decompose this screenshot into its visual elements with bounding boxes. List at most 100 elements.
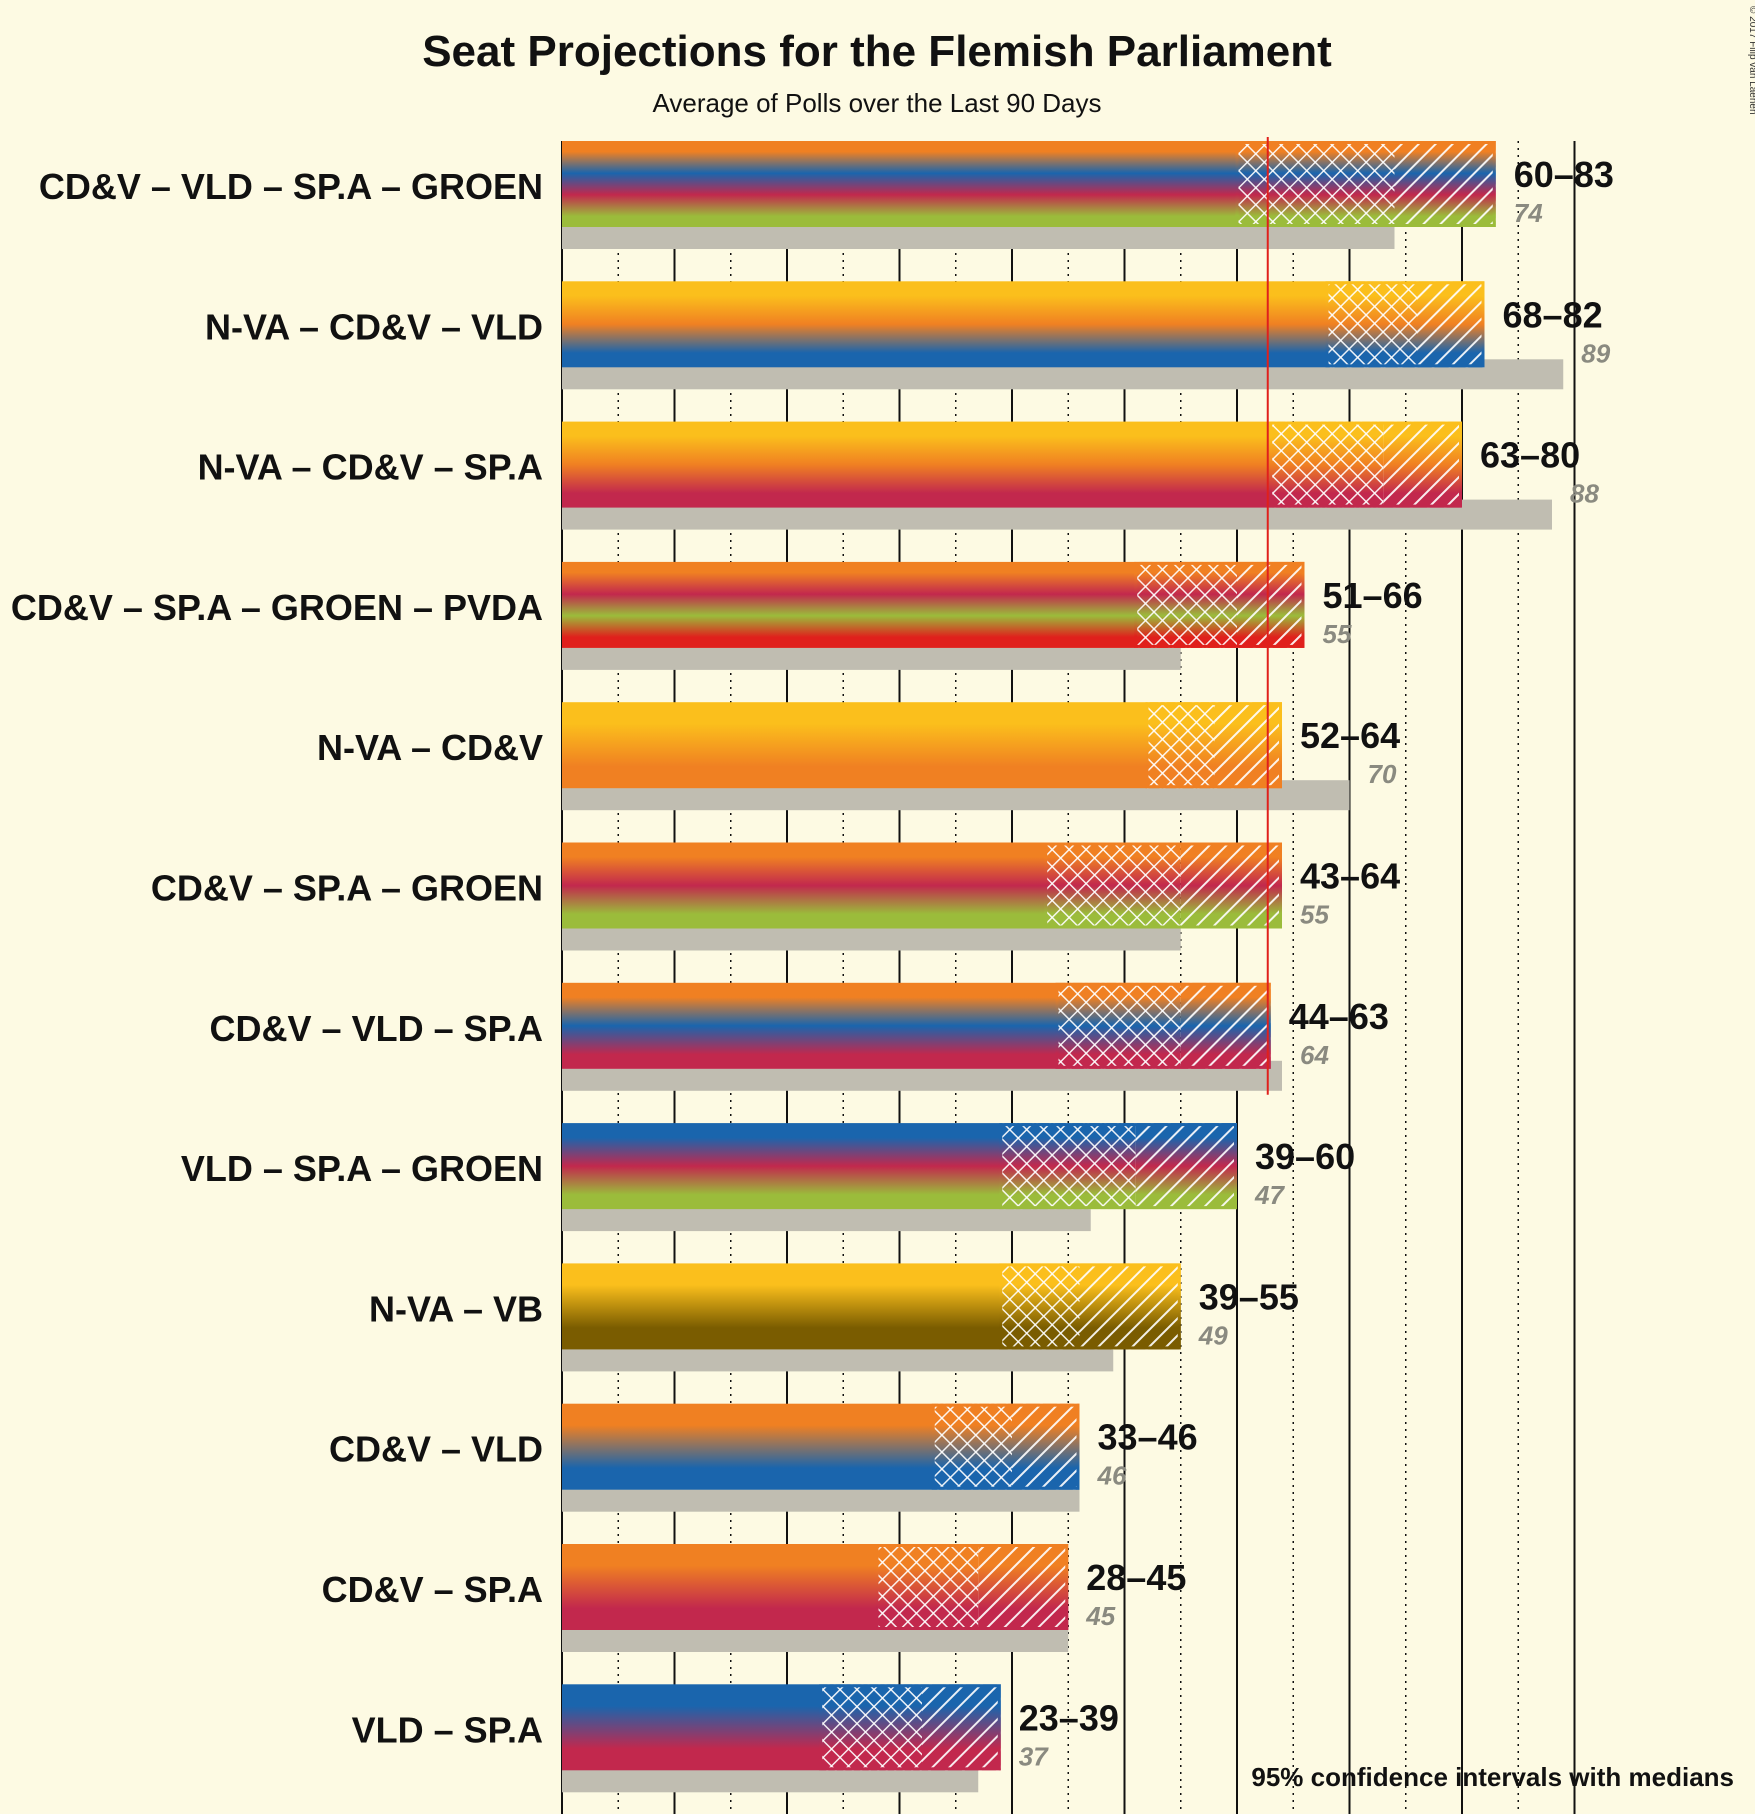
coalition-label: N-VA – CD&V – SP.A <box>198 447 543 488</box>
ci-outline <box>1044 842 1282 929</box>
ci-outline <box>875 1544 1069 1630</box>
copyright-text: © 2017 Filip van Laenen <box>1747 6 1755 115</box>
range-label: 23–39 <box>1019 1697 1119 1738</box>
ci-lower-hatch <box>1135 561 1237 648</box>
previous-result-label: 47 <box>1254 1180 1285 1210</box>
coalition-bar <box>562 141 1237 227</box>
coalition-bar <box>562 702 1147 789</box>
range-label: 39–55 <box>1199 1276 1299 1317</box>
ci-upper-hatch <box>1079 1263 1181 1350</box>
previous-result-label: 55 <box>1323 619 1352 649</box>
ci-upper-hatch <box>1180 982 1271 1069</box>
coalition-bar <box>562 842 1046 929</box>
range-label: 63–80 <box>1480 435 1580 476</box>
coalition-bar <box>562 421 1271 508</box>
range-label: 60–83 <box>1514 154 1614 195</box>
ci-lower-hatch <box>1270 421 1384 508</box>
chart-subtitle: Average of Polls over the Last 90 Days <box>653 88 1102 118</box>
coalition-bar <box>562 982 1057 1069</box>
previous-result-label: 74 <box>1514 198 1543 228</box>
coalition-label: VLD – SP.A – GROEN <box>181 1148 543 1189</box>
coalition-label: N-VA – CD&V <box>317 727 543 768</box>
ci-lower-hatch <box>1045 842 1181 929</box>
ci-outline <box>999 1263 1181 1350</box>
previous-result-label: 64 <box>1300 1040 1329 1070</box>
range-label: 43–64 <box>1300 856 1400 897</box>
ci-lower-hatch <box>820 1684 922 1771</box>
coalition-label: N-VA – VB <box>369 1288 543 1329</box>
range-label: 52–64 <box>1300 715 1400 756</box>
coalition-label: CD&V – SP.A – GROEN <box>151 868 543 909</box>
ci-lower-hatch <box>1000 1263 1080 1350</box>
previous-result-label: 46 <box>1097 1461 1127 1491</box>
coalition-bar <box>562 561 1136 648</box>
coalition-label: VLD – SP.A <box>352 1709 543 1750</box>
ci-upper-hatch <box>1012 1403 1080 1490</box>
ci-lower-hatch <box>1327 281 1417 368</box>
ci-upper-hatch <box>922 1684 1001 1771</box>
coalition-bar <box>562 1123 1001 1210</box>
range-label: 28–45 <box>1086 1557 1186 1598</box>
range-label: 68–82 <box>1503 294 1603 335</box>
ci-upper-hatch <box>1135 1123 1237 1210</box>
ci-outline <box>1269 421 1462 508</box>
previous-result-label: 45 <box>1085 1601 1115 1631</box>
ci-lower-hatch <box>1147 702 1215 789</box>
previous-result-label: 88 <box>1570 479 1599 509</box>
ci-lower-hatch <box>1000 1123 1136 1210</box>
range-label: 39–60 <box>1255 1136 1355 1177</box>
ci-outline <box>999 1123 1237 1210</box>
grid-lines <box>561 141 1576 1814</box>
range-label: 51–66 <box>1323 575 1423 616</box>
previous-result-label: 70 <box>1368 759 1397 789</box>
ci-upper-hatch <box>1417 281 1485 368</box>
ci-lower-hatch <box>933 1403 1012 1490</box>
previous-result-label: 89 <box>1581 338 1610 368</box>
ci-outline <box>1055 982 1271 1069</box>
ci-upper-hatch <box>978 1544 1069 1630</box>
ci-lower-hatch <box>877 1544 979 1630</box>
coalition-bar <box>562 281 1327 368</box>
coalition-label: CD&V – VLD <box>329 1429 543 1470</box>
ci-upper-hatch <box>1394 141 1496 227</box>
coalition-bar <box>562 1684 821 1771</box>
previous-result-label: 55 <box>1300 900 1329 930</box>
ci-upper-hatch <box>1383 421 1462 508</box>
ci-outline <box>819 1684 1001 1771</box>
coalition-label: CD&V – SP.A – GROEN – PVDA <box>11 587 543 628</box>
ci-upper-hatch <box>1237 561 1305 648</box>
coalition-bar <box>562 1263 1001 1350</box>
coalition-label: N-VA – CD&V – VLD <box>205 306 543 347</box>
previous-result-label: 37 <box>1019 1741 1049 1771</box>
coalition-bar <box>562 1403 934 1490</box>
coalition-bar <box>562 1544 877 1630</box>
ci-outline <box>931 1403 1080 1490</box>
confidence-note: 95% confidence intervals with medians <box>1251 1762 1734 1792</box>
ci-upper-hatch <box>1214 702 1282 789</box>
range-label: 44–63 <box>1289 996 1389 1037</box>
coalition-label: CD&V – VLD – SP.A – GROEN <box>39 166 543 207</box>
ci-outline <box>1325 281 1485 368</box>
coalition-label: CD&V – SP.A <box>322 1569 543 1610</box>
ci-upper-hatch <box>1180 842 1282 929</box>
ci-lower-hatch <box>1057 982 1181 1069</box>
ci-outline <box>1235 141 1496 227</box>
coalition-label: CD&V – VLD – SP.A <box>210 1008 543 1049</box>
range-label: 33–46 <box>1098 1417 1198 1458</box>
ci-lower-hatch <box>1237 141 1395 227</box>
ci-outline <box>1134 561 1305 648</box>
